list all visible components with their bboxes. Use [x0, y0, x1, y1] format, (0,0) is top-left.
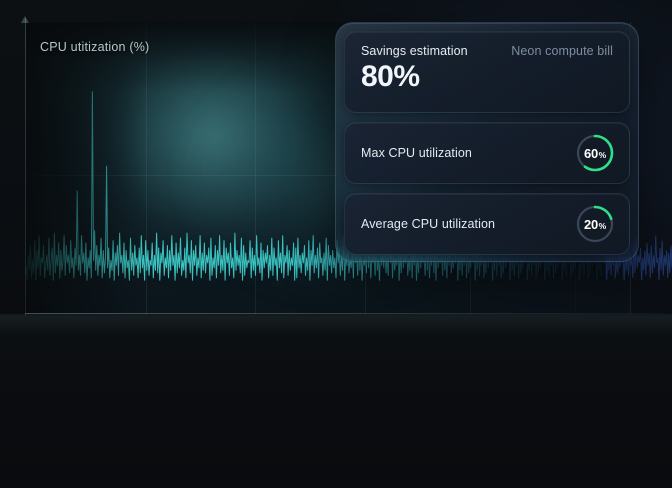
baseline-sheen: [0, 314, 672, 334]
gridline-horizontal: [25, 175, 630, 176]
axis-arrow-up-icon: [21, 16, 29, 23]
chart-title: CPU utitization (%): [40, 40, 150, 54]
metrics-panel: Savings estimation Neon compute bill 80%…: [335, 22, 639, 262]
average-cpu-unit: %: [598, 221, 607, 231]
page-footer-area: [0, 316, 672, 488]
cpu-waveform-overflow: [605, 235, 672, 281]
average-cpu-progress-ring: 20%: [575, 204, 615, 244]
average-cpu-value: 20: [584, 216, 599, 232]
max-cpu-progress-ring: 60%: [575, 133, 615, 173]
savings-sublabel: Neon compute bill: [511, 44, 613, 58]
max-cpu-utilization-card[interactable]: Max CPU utilization 60%: [344, 122, 630, 184]
ring-svg-average: [576, 205, 614, 243]
y-axis-line: [25, 18, 26, 316]
max-cpu-value: 60: [584, 145, 599, 161]
average-cpu-label: Average CPU utilization: [361, 217, 496, 231]
max-cpu-unit: %: [598, 150, 607, 160]
savings-value: 80%: [361, 60, 420, 93]
max-cpu-label: Max CPU utilization: [361, 146, 472, 160]
savings-card-header: Savings estimation Neon compute bill: [361, 44, 613, 58]
average-cpu-ring-text: 20%: [575, 204, 615, 244]
x-axis-line: [25, 313, 665, 314]
ring-svg-max: [576, 134, 614, 172]
savings-estimation-card[interactable]: Savings estimation Neon compute bill 80%: [344, 31, 630, 113]
gridline-vertical: [255, 22, 256, 314]
savings-label: Savings estimation: [361, 44, 468, 58]
average-cpu-utilization-card[interactable]: Average CPU utilization 20%: [344, 193, 630, 255]
gridline-vertical: [146, 22, 147, 314]
max-cpu-ring-text: 60%: [575, 133, 615, 173]
